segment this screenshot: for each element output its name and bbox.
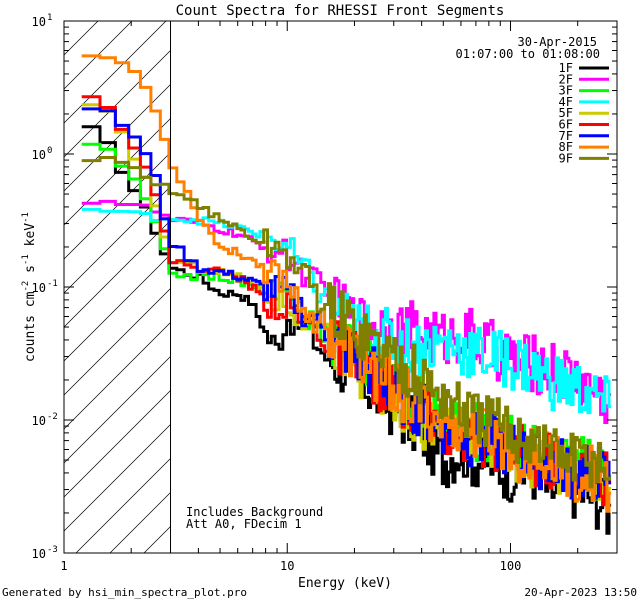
y-label-exp3: -1 (21, 212, 31, 223)
annotation-background: Includes Background (186, 505, 323, 519)
hatch-line (64, 253, 171, 362)
y-tick-exponent: 1 (47, 13, 52, 23)
hatch-line (64, 423, 171, 532)
annotation-attenuator: Att A0, FDecim 1 (186, 517, 302, 531)
x-axis-label: Energy (keV) (298, 576, 392, 591)
y-tick-exponent: 0 (47, 146, 52, 156)
legend-label: 3F (559, 84, 573, 98)
x-tick-label: 10 (280, 559, 294, 573)
hatch-line (75, 457, 171, 553)
y-tick-label: 10 (32, 281, 46, 295)
footer-timestamp: 20-Apr-2023 13:50 (524, 586, 637, 599)
y-axis-label: counts cm-2 s-1 keV-1 (21, 212, 38, 362)
legend-label: 6F (559, 118, 573, 132)
legend-label: 7F (559, 129, 573, 143)
y-tick-label: 10 (32, 15, 46, 29)
series-line-9f (81, 156, 612, 489)
series-line-8f (81, 54, 612, 513)
hatch-line (620, 21, 640, 553)
y-label-end: keV (23, 223, 38, 254)
y-label-exp1: -2 (21, 281, 31, 292)
y-tick-exponent: -2 (47, 412, 58, 422)
date-label: 30-Apr-2015 (518, 35, 597, 49)
legend-label: 5F (559, 106, 573, 120)
legend-label: 4F (559, 95, 573, 109)
hatch-line (64, 219, 171, 328)
chart-title: Count Spectra for RHESSI Front Segments (176, 3, 505, 19)
y-tick-label: 10 (32, 547, 46, 561)
y-label-exp2: -1 (21, 254, 31, 265)
x-tick-label: 100 (500, 559, 522, 573)
y-tick-label: 10 (32, 414, 46, 428)
time-range-label: 01:07:00 to 01:08:00 (456, 47, 601, 61)
legend-label: 9F (559, 151, 573, 165)
legend-label: 8F (559, 140, 573, 154)
hatch-line (64, 21, 167, 124)
y-label-base: counts cm (23, 291, 38, 362)
hatch-line (64, 83, 171, 192)
hatch-line (64, 389, 171, 498)
x-tick-label: 1 (60, 559, 67, 573)
legend-label: 2F (559, 72, 573, 86)
footer-generated-by: Generated by hsi_min_spectra_plot.pro (2, 586, 247, 599)
y-label-mid: s (23, 265, 38, 281)
legend-label: 1F (559, 61, 573, 75)
y-tick-label: 10 (32, 148, 46, 162)
y-tick-exponent: -1 (47, 279, 58, 289)
series-group (81, 54, 612, 535)
y-tick-exponent: -3 (47, 545, 58, 555)
